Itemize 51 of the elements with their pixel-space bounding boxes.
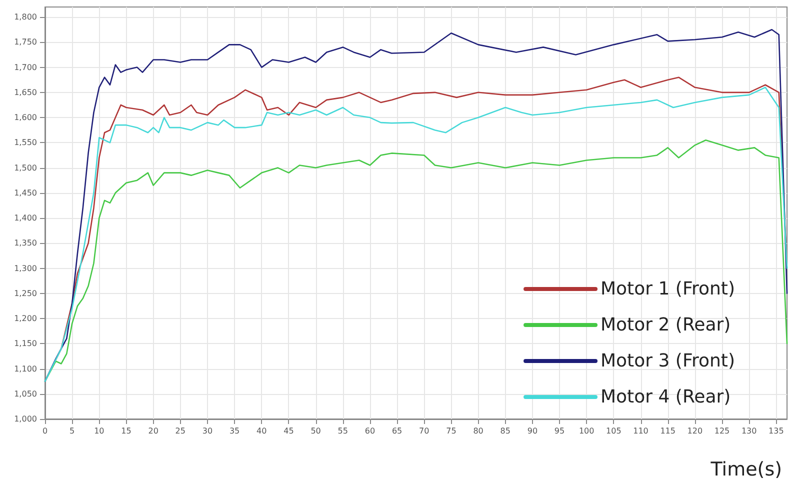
x-tick-label: 130: [741, 426, 757, 436]
y-tick-label: 1,500: [14, 163, 37, 172]
x-tick-label: 50: [310, 426, 321, 436]
x-tick-label: 75: [446, 426, 456, 436]
x-tick-label: 0: [42, 426, 48, 436]
x-tick-label: 40: [256, 426, 267, 436]
x-tick-label: 25: [175, 426, 186, 436]
x-tick-label: 135: [768, 426, 784, 436]
x-tick-label: 60: [364, 426, 376, 436]
x-tick-label: 30: [202, 426, 213, 436]
x-tick-label: 70: [419, 426, 430, 436]
y-tick-label: 1,450: [14, 188, 37, 198]
y-tick-label: 1,750: [14, 38, 37, 47]
x-tick-label: 105: [606, 426, 622, 436]
legend-label: Motor 1 (Front): [600, 278, 736, 300]
x-tick-label: 10: [94, 426, 104, 436]
y-tick-label: 1,600: [14, 113, 37, 122]
line-series: [44, 139, 788, 382]
y-tick-label: 1,300: [14, 264, 37, 273]
y-tick-label: 1,000: [14, 414, 37, 424]
y-tick-label: 1,650: [14, 88, 37, 97]
legend-label: Motor 2 (Rear): [600, 314, 731, 336]
x-tick-label: 125: [714, 426, 730, 436]
y-tick-label: 1,800: [14, 12, 37, 22]
y-tick-label: 1,700: [14, 62, 37, 72]
x-tick-label: 110: [633, 426, 648, 436]
x-tick-label: 100: [578, 426, 594, 436]
x-tick-label: 80: [473, 426, 484, 436]
x-tick-label: 115: [660, 426, 676, 436]
y-tick-label: 1,100: [14, 364, 37, 374]
x-tick-label: 65: [392, 426, 402, 436]
x-tick-label: 95: [554, 426, 565, 436]
x-tick-label: 85: [500, 426, 510, 436]
legend-label: Motor 3 (Front): [600, 350, 736, 372]
x-tick-label: 90: [527, 426, 538, 436]
x-tick-label: 120: [687, 426, 703, 436]
y-tick-label: 1,050: [14, 389, 37, 398]
x-tick-label: 5: [70, 426, 75, 436]
x-axis-title: Time(s): [710, 458, 782, 480]
y-tick-label: 1,400: [14, 214, 37, 223]
x-tick-label: 20: [148, 426, 158, 436]
y-tick-label: 1,350: [14, 238, 37, 248]
y-tick-label: 1,250: [14, 288, 37, 298]
x-tick-label: 45: [284, 426, 294, 436]
y-tick-label: 1,150: [14, 339, 37, 348]
x-tick-label: 15: [121, 426, 132, 436]
x-tick-label: 35: [229, 426, 240, 436]
x-tick-label: 55: [338, 426, 348, 436]
y-tick-label: 1,200: [14, 314, 37, 324]
legend-label: Motor 4 (Rear): [600, 386, 731, 408]
y-tick-label: 1,550: [14, 138, 37, 148]
